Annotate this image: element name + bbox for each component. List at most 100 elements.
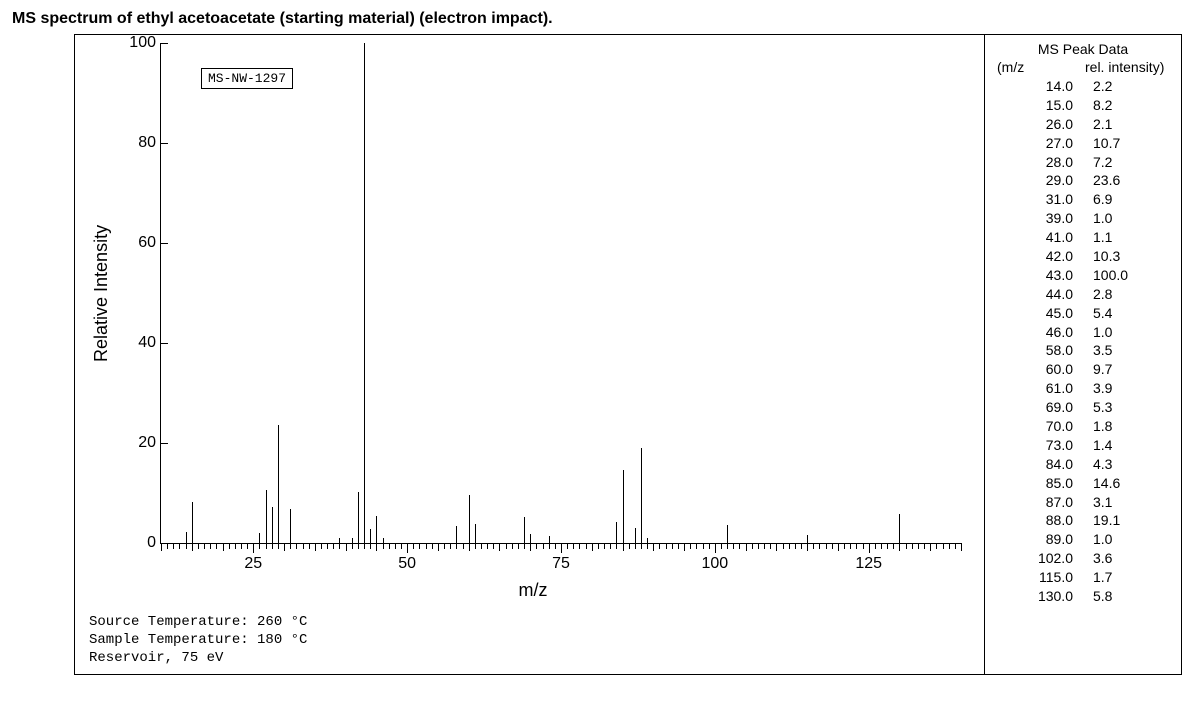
x-tick-minor [315,543,316,551]
cell-mz: 85.0 [993,474,1087,493]
cell-mz: 60.0 [993,360,1087,379]
y-tick: 20 [138,434,156,452]
x-tick-minor [383,543,384,549]
x-tick-minor [666,543,667,549]
x-tick-minor [469,543,470,551]
table-row: 14.02.2 [993,77,1173,96]
table-row: 61.03.9 [993,379,1173,398]
table-row: 31.06.9 [993,190,1173,209]
cell-mz: 31.0 [993,190,1087,209]
x-tick-minor [241,543,242,549]
cell-mz: 84.0 [993,455,1087,474]
table-row: 29.023.6 [993,171,1173,190]
peak [549,536,550,543]
cell-mz: 14.0 [993,77,1087,96]
x-tick-minor [783,543,784,549]
x-tick-minor [616,543,617,549]
cell-intensity: 3.1 [1087,493,1173,512]
cell-mz: 42.0 [993,247,1087,266]
cell-intensity: 5.4 [1087,304,1173,323]
x-tick-minor [524,543,525,549]
x-tick-minor [327,543,328,549]
x-tick-minor [259,543,260,549]
x-tick-major [869,543,870,553]
x-tick-minor [395,543,396,549]
peak [469,495,470,544]
table-row: 84.04.3 [993,455,1173,474]
x-tick-minor [179,543,180,549]
x-tick-major [715,543,716,553]
peak [192,502,193,543]
x-tick-minor [475,543,476,549]
x-tick-minor [370,543,371,549]
table-row: 70.01.8 [993,417,1173,436]
x-tick-minor [290,543,291,549]
meta-source-temp: Source Temperature: 260 °C [89,613,972,631]
x-tick-minor [450,543,451,549]
peak [899,514,900,543]
cell-intensity: 19.1 [1087,511,1173,530]
table-row: 130.05.8 [993,587,1173,606]
table-row: 44.02.8 [993,285,1173,304]
meta-sample-temp: Sample Temperature: 180 °C [89,631,972,649]
x-tick-major [407,543,408,553]
x-tick-minor [346,543,347,551]
cell-intensity: 1.1 [1087,228,1173,247]
x-tick-minor [592,543,593,551]
cell-mz: 70.0 [993,417,1087,436]
x-tick-minor [659,543,660,549]
peak [475,524,476,544]
x-tick-minor [530,543,531,551]
x-tick-minor [389,543,390,549]
x-tick-minor [536,543,537,549]
figure-frame: Relative Intensity 020406080100 MS-NW-12… [74,34,1182,675]
x-tick-minor [641,543,642,549]
peak [456,526,457,544]
x-tick-minor [296,543,297,549]
cell-mz: 46.0 [993,323,1087,342]
x-tick-label: 100 [701,555,728,573]
cell-mz: 115.0 [993,568,1087,587]
cell-intensity: 1.7 [1087,568,1173,587]
x-tick-minor [272,543,273,549]
cell-intensity: 1.4 [1087,436,1173,455]
x-tick-minor [838,543,839,551]
cell-mz: 130.0 [993,587,1087,606]
x-tick-minor [943,543,944,549]
x-tick-minor [192,543,193,551]
x-tick-minor [444,543,445,549]
x-tick-minor [198,543,199,549]
peak [641,448,642,544]
table-row: 39.01.0 [993,209,1173,228]
x-tick-major [253,543,254,553]
x-tick-minor [499,543,500,551]
cell-mz: 88.0 [993,511,1087,530]
peak-data-panel: MS Peak Data m/z rel. intensity) 14.02.2… [984,35,1181,674]
y-axis-label: Relative Intensity [87,43,114,543]
table-row: 89.01.0 [993,530,1173,549]
figure-title: MS spectrum of ethyl acetoacetate (start… [0,0,1200,34]
x-tick-minor [223,543,224,551]
x-tick-minor [401,543,402,549]
x-tick-minor [696,543,697,549]
x-tick-minor [629,543,630,549]
table-row: 69.05.3 [993,398,1173,417]
peak [370,529,371,543]
cell-mz: 73.0 [993,436,1087,455]
x-tick-minor [339,543,340,549]
acquisition-metadata: Source Temperature: 260 °C Sample Temper… [89,613,972,668]
cell-mz: 39.0 [993,209,1087,228]
cell-intensity: 6.9 [1087,190,1173,209]
peak [635,528,636,544]
x-tick-minor [167,543,168,549]
x-tick-minor [912,543,913,549]
x-tick-minor [721,543,722,549]
x-tick-minor [936,543,937,549]
cell-intensity: 3.6 [1087,549,1173,568]
y-ticks: 020406080100 [114,43,160,543]
cell-mz: 28.0 [993,153,1087,172]
x-tick-minor [832,543,833,549]
x-tick-minor [807,543,808,551]
table-row: 46.01.0 [993,323,1173,342]
x-tick-minor [709,543,710,549]
